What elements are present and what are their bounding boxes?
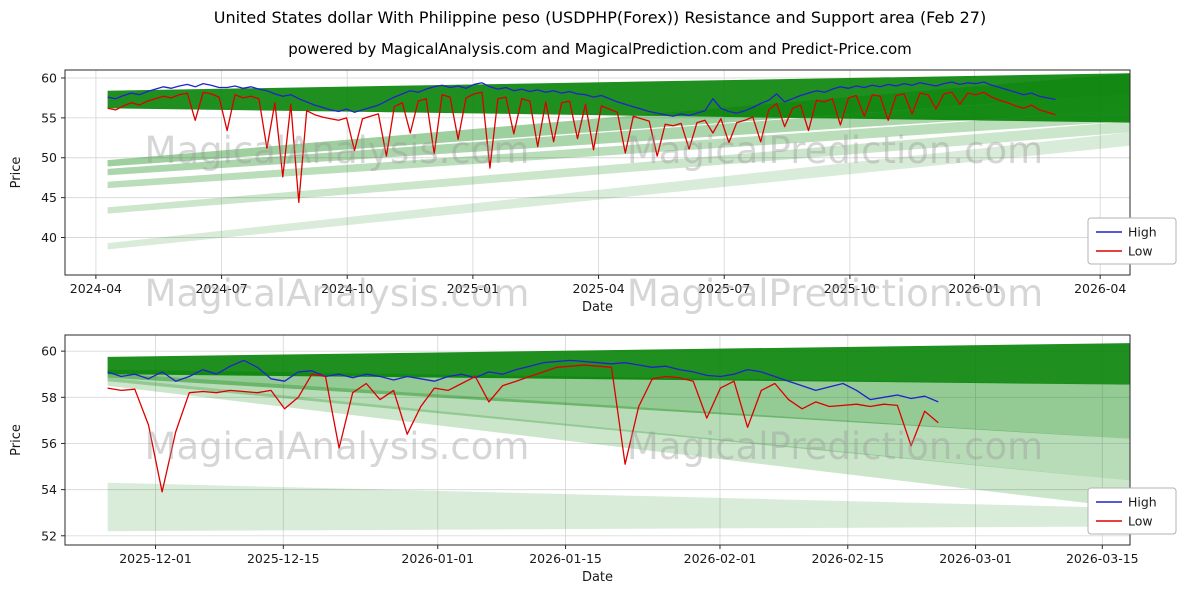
low-line (107, 364, 939, 493)
support-resistance-band (107, 369, 1131, 439)
y-tick-label: 60 (41, 344, 57, 359)
x-axis-label: Date (582, 300, 613, 315)
x-tick-label: 2026-01-01 (401, 551, 474, 566)
watermark-magicalprediction: MagicalPrediction.com (627, 129, 1043, 172)
x-tick-label: 2025-04 (572, 281, 624, 296)
legend-label: High (1128, 495, 1157, 510)
x-tick-label: 2024-10 (321, 281, 373, 296)
chart-0: 2024-04 2024-07 2024-10 2025-01 2025-04 2025-… (9, 69, 1177, 315)
support-resistance-band (107, 109, 1131, 189)
x-tick-label: 2026-01-15 (529, 551, 602, 566)
y-tick-label: 55 (41, 110, 57, 125)
x-tick-label: 2025-10 (824, 281, 876, 296)
x-tick-label: 2024-07 (195, 281, 247, 296)
x-tick-label: 2026-02-01 (684, 551, 757, 566)
axes-frame (64, 334, 1131, 546)
legend-label: Low (1128, 244, 1153, 259)
x-tick-label: 2026-03-01 (939, 551, 1012, 566)
x-tick-label: 2026-03-15 (1066, 551, 1139, 566)
x-tick-label: 2026-01 (948, 281, 1000, 296)
y-tick-label: 56 (41, 436, 57, 451)
legend: High Low (1087, 217, 1177, 265)
x-tick-label: 2025-07 (698, 281, 750, 296)
axes-frame (64, 69, 1131, 276)
x-tick-label: 2024-04 (70, 281, 122, 296)
legend-box (1087, 217, 1177, 265)
low-line (107, 91, 1056, 204)
x-tick-label: 2026-02-15 (811, 551, 884, 566)
high-line (107, 81, 1056, 117)
legend-label: Low (1128, 514, 1153, 529)
watermark-magicalanalysis: MagicalAnalysis.com (145, 129, 530, 172)
y-tick-label: 40 (41, 230, 57, 245)
support-resistance-band (107, 121, 1131, 214)
support-resistance-band (107, 373, 1131, 481)
watermark-magicalprediction: MagicalPrediction.com (627, 425, 1043, 468)
y-axis-label: Price (9, 157, 24, 189)
y-tick-label: 60 (41, 70, 57, 85)
figure-subtitle: powered by MagicalAnalysis.com and Magic… (288, 40, 912, 58)
y-axis-label: Price (9, 424, 24, 456)
y-tick-label: 58 (41, 390, 57, 405)
x-tick-label: 2025-12-01 (119, 551, 192, 566)
y-tick-label: 54 (41, 482, 57, 497)
watermark-magicalprediction: MagicalPrediction.com (627, 272, 1043, 315)
y-tick-label: 50 (41, 150, 57, 165)
high-line (107, 359, 939, 403)
watermark-magicalanalysis: MagicalAnalysis.com (145, 425, 530, 468)
y-tick-label: 45 (41, 190, 57, 205)
x-axis-label: Date (582, 570, 613, 585)
x-tick-label: 2025-01 (447, 281, 499, 296)
chart-1: 2025-12-01 2025-12-15 2026-01-01 2026-01-15… (9, 334, 1177, 585)
x-tick-label: 2025-12-15 (247, 551, 320, 566)
y-tick-label: 52 (41, 528, 57, 543)
watermark-magicalanalysis: MagicalAnalysis.com (145, 272, 530, 315)
support-resistance-band (107, 377, 1131, 509)
x-tick-label: 2026-04 (1074, 281, 1126, 296)
legend-label: High (1128, 225, 1157, 240)
figure-title: United States dollar With Philippine pes… (213, 8, 987, 27)
legend: High Low (1087, 487, 1177, 535)
support-resistance-band (107, 482, 1131, 532)
support-resistance-band (107, 132, 1131, 250)
legend-box (1087, 487, 1177, 535)
